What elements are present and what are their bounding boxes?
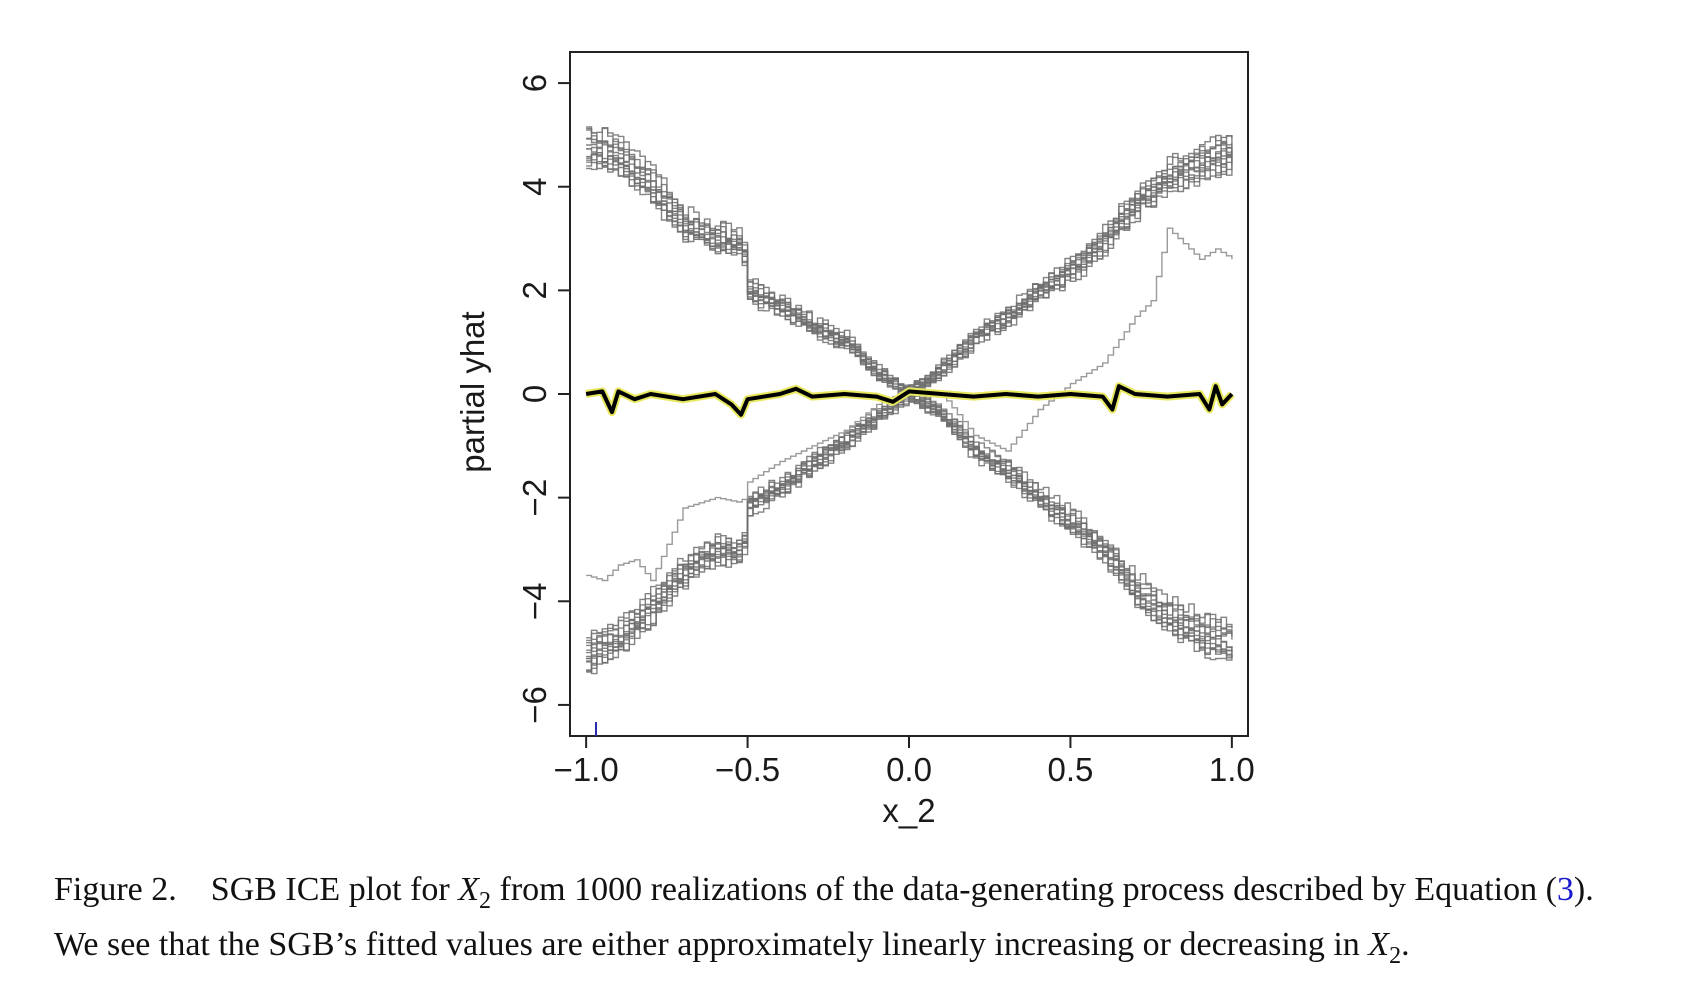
y-tick-label: −4: [516, 582, 553, 620]
equation-link[interactable]: 3: [1556, 871, 1574, 908]
x-tick-label: −1.0: [554, 751, 619, 788]
variable-subscript: 2: [479, 887, 492, 914]
x-tick-label: −0.5: [715, 751, 780, 788]
caption-text: ).: [1573, 871, 1594, 908]
ice-curve: [586, 163, 1233, 673]
variable-subscript: 2: [1389, 942, 1402, 969]
y-tick-label: −6: [516, 686, 553, 724]
x-tick-label: 0.0: [886, 751, 932, 788]
caption-text: SGB ICE plot for: [210, 871, 459, 908]
ice-curve: [586, 156, 1233, 666]
y-tick-label: 4: [516, 178, 553, 196]
x-tick-label: 0.5: [1047, 751, 1093, 788]
variable-symbol: X: [458, 871, 480, 908]
x-axis-label: x_2: [882, 792, 935, 829]
figure-number: Figure 2.: [54, 871, 177, 908]
caption-text: We see that the SGB’s fitted values are …: [54, 925, 1369, 963]
pd-line: [585, 384, 1234, 417]
caption-text: .: [1401, 925, 1410, 963]
y-tick-label: 2: [516, 281, 553, 299]
ice-plot: −1.0 −0.5 0.0 0.5 1.0 −6 −4 −2 0 2 4 6 x_2 partial…: [454, 51, 1255, 829]
caption-line-1: Figure 2. SGB ICE plot for X2 from 1000 r…: [54, 868, 1664, 923]
x-tick-label: 1.0: [1209, 751, 1255, 788]
y-axis-label: partial yhat: [454, 311, 491, 472]
y-tick-label: 6: [516, 74, 553, 92]
figure-caption: Figure 2. SGB ICE plot for X2 from 1000 r…: [54, 868, 1664, 978]
caption-text: from 1000 realizations of the data-gener…: [491, 871, 1557, 908]
y-tick-label: 0: [516, 385, 553, 403]
caption-line-2: We see that the SGB’s fitted values are …: [54, 923, 1664, 978]
plot-curves: [585, 126, 1235, 675]
x-axis: −1.0 −0.5 0.0 0.5 1.0: [554, 736, 1255, 788]
y-axis: −6 −4 −2 0 2 4 6: [516, 74, 570, 724]
y-tick-label: −2: [516, 479, 553, 517]
variable-symbol: X: [1368, 925, 1390, 963]
